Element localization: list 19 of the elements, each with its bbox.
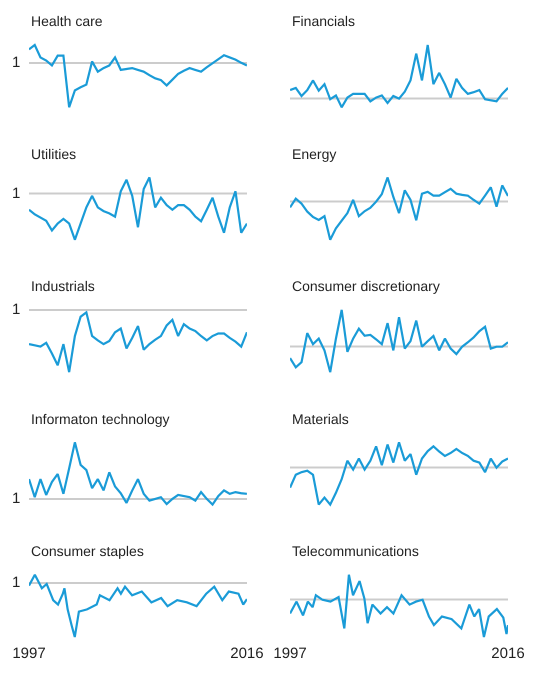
x-tick-label: 2016 [230,645,264,662]
text: 1 [12,185,20,202]
chart-title: Informaton technology [31,411,170,427]
text: 1 [12,490,20,507]
text: 1 [12,301,20,318]
chart-title: Materials [292,411,349,427]
chart-title: Utilities [31,146,76,162]
x-tick-label: 1997 [273,645,307,662]
x-tick-label: 2016 [491,645,525,662]
text: 1 [12,54,20,71]
text: 1 [12,574,20,591]
chart-title: Telecommunications [292,543,419,559]
chart-title: Industrials [31,278,95,294]
chart-title: Consumer discretionary [292,278,440,294]
chart-title: Health care [31,13,103,29]
chart-title: Financials [292,13,356,29]
chart-title: Energy [292,146,336,162]
chart-title: Consumer staples [31,543,144,559]
x-tick-label: 1997 [12,645,46,662]
